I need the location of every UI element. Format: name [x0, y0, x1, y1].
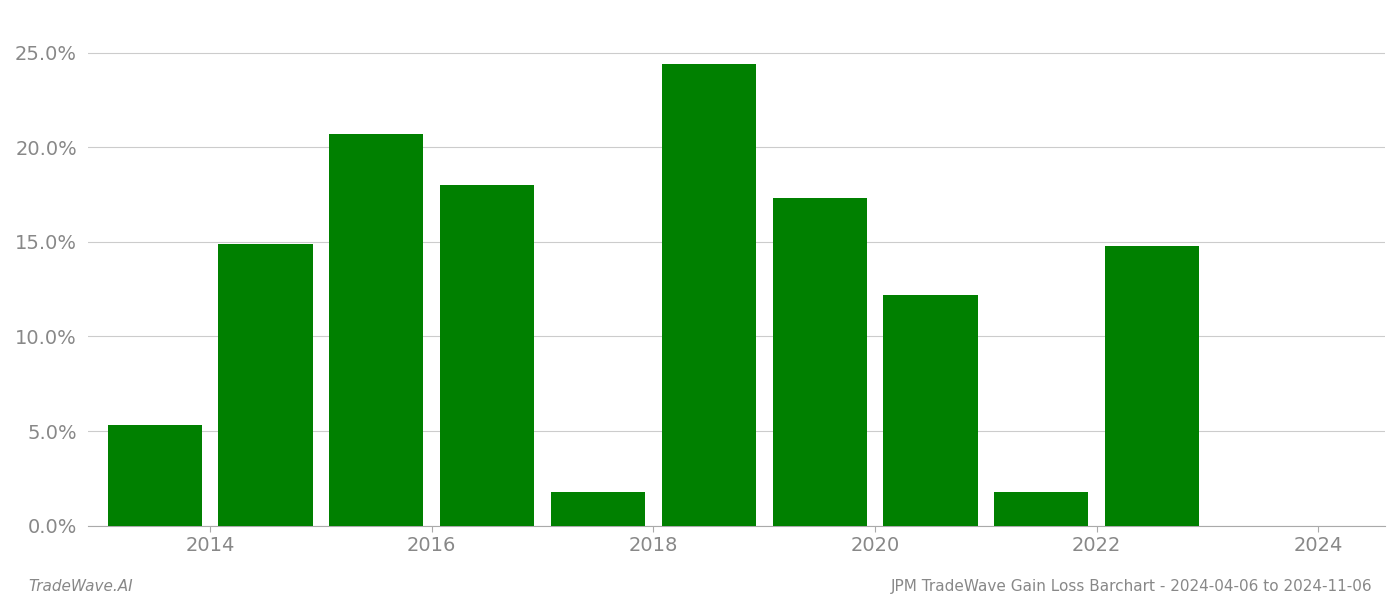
Bar	[773, 199, 867, 526]
Text: TradeWave.AI: TradeWave.AI	[28, 579, 133, 594]
Bar	[329, 134, 423, 526]
Text: JPM TradeWave Gain Loss Barchart - 2024-04-06 to 2024-11-06: JPM TradeWave Gain Loss Barchart - 2024-…	[890, 579, 1372, 594]
Bar	[550, 491, 645, 526]
Bar	[108, 425, 202, 526]
Bar	[994, 491, 1088, 526]
Bar	[440, 185, 535, 526]
Bar	[218, 244, 312, 526]
Bar	[662, 64, 756, 526]
Bar	[883, 295, 977, 526]
Bar	[1105, 246, 1200, 526]
